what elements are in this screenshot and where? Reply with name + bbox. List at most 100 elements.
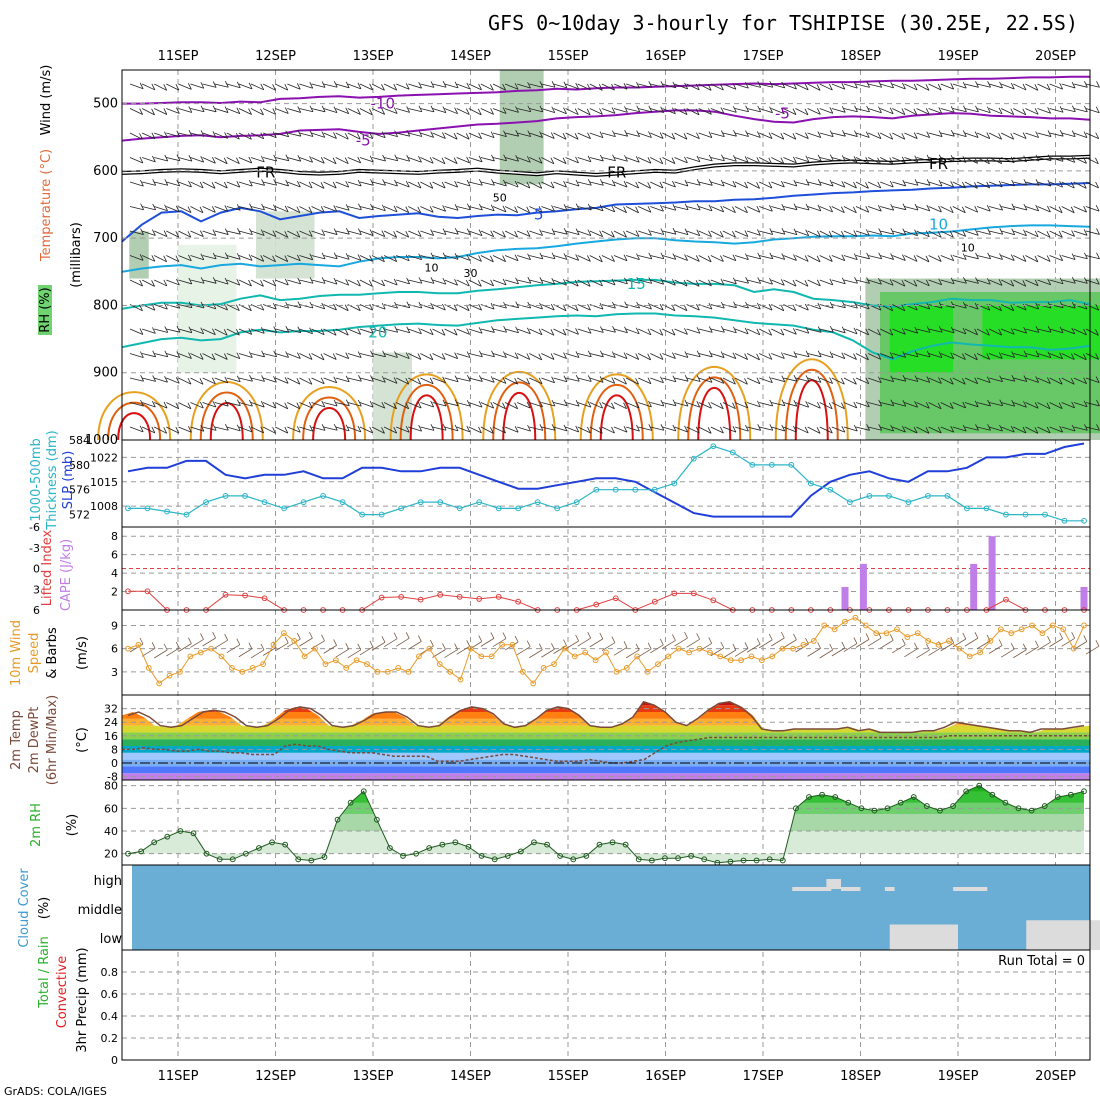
wind-speed-line-point: [686, 649, 693, 656]
wind-barb-flag: [841, 155, 846, 162]
wind-barb-flag: [442, 205, 447, 212]
wind-barb-flag: [611, 377, 616, 384]
wind-barb-flag: [478, 255, 482, 262]
wind-barb-flag: [914, 155, 919, 162]
wind-barb-flag: [296, 254, 301, 261]
wind-speed-line-point: [894, 626, 900, 633]
wind-speed-line-point: [800, 641, 807, 648]
wind-barb-flag: [636, 130, 641, 137]
wind-barb-flag: [986, 329, 990, 336]
wind-barb-flag: [200, 301, 205, 309]
wind-barb-flag: [1034, 402, 1039, 409]
contour-label: 10: [961, 241, 975, 254]
wind-barb-flag: [1058, 402, 1063, 409]
wind-barb: [771, 181, 785, 188]
wind-barb-flag: [865, 377, 870, 384]
wind-barb: [589, 181, 604, 186]
wind-barb: [371, 206, 386, 212]
wind-barb: [371, 108, 385, 115]
wind-barb-flag: [140, 179, 144, 187]
wind-barb: [1061, 108, 1076, 113]
wind-barb: [976, 279, 991, 285]
cape-tick: 4: [111, 567, 118, 580]
wind-barb-flag: [478, 132, 482, 139]
wind-barb: [432, 377, 446, 384]
wind10-barb-flag: [635, 643, 640, 651]
wind-barb: [650, 255, 665, 260]
wind-barb: [1001, 426, 1015, 433]
wind-barb: [928, 402, 942, 410]
wind-barb: [323, 108, 338, 113]
wind-barb-flag: [684, 425, 688, 433]
wind-barb-flag: [441, 329, 446, 336]
rh2m-line-point: [923, 803, 930, 809]
wind10-barb-flag: [914, 642, 918, 650]
contour-label: -10: [371, 95, 396, 113]
wind-barb: [275, 181, 289, 187]
wind-barb: [166, 132, 180, 138]
wind-barb: [916, 157, 931, 162]
wind-barb: [1025, 353, 1040, 358]
wind-barb-flag: [1059, 155, 1064, 162]
wind-barb-flag: [793, 400, 798, 407]
wind-barb: [359, 353, 374, 358]
rh2m-line-point: [256, 845, 262, 851]
wind-barb: [601, 181, 616, 187]
wind-barb: [141, 108, 155, 116]
wind-barb-flag: [768, 157, 773, 164]
wind-barb: [432, 132, 446, 139]
thickness-line-point: [300, 499, 307, 506]
wind-barb-flag: [477, 280, 482, 287]
wind-barb-flag: [865, 206, 870, 213]
wind10-barb: [371, 641, 386, 651]
surface-temp-lobe: [107, 401, 162, 441]
wind-barb-flag: [551, 228, 556, 235]
wind-barb-flag: [164, 154, 169, 162]
wind-barb: [383, 108, 398, 114]
wind-barb-flag: [441, 157, 446, 164]
wind-barb-flag: [708, 230, 712, 237]
wind-barb: [892, 328, 906, 335]
wind-barb: [142, 206, 156, 211]
wind-barb: [311, 230, 325, 236]
wind-barb: [1049, 230, 1063, 238]
wind-barb-flag: [345, 424, 350, 432]
wind-barb: [166, 83, 180, 91]
wind-barb-flag: [865, 328, 870, 336]
wind-barb: [613, 279, 628, 285]
wind-barb-flag: [804, 83, 809, 91]
wind-barb: [722, 181, 737, 188]
wind-barb-flag: [720, 255, 724, 262]
wind-barb-flag: [938, 351, 943, 358]
wind-barb-flag: [502, 278, 507, 286]
wind-barb-flag: [804, 132, 809, 139]
wind-barb: [214, 353, 228, 360]
cape-bar: [988, 536, 996, 610]
wind-barb: [190, 157, 204, 163]
wind-barb: [323, 255, 338, 260]
wind-barb: [771, 353, 785, 359]
thickness-tick: 584: [69, 434, 90, 447]
wind-barb-flag: [733, 277, 737, 285]
wind-barb-flag: [405, 231, 410, 238]
wind-barb: [202, 108, 217, 113]
wind-barb: [420, 279, 435, 284]
wind-barb: [492, 206, 507, 213]
wind-barb: [625, 353, 639, 360]
wind-barb: [783, 279, 797, 287]
wind-barb: [250, 157, 265, 163]
wind-barb-flag: [1059, 82, 1063, 90]
wind-barb-flag: [562, 157, 567, 164]
wind-speed-line-point: [291, 638, 298, 644]
wind-barb-flag: [175, 426, 180, 434]
wind-barb: [190, 230, 204, 237]
wind-barb: [638, 402, 652, 408]
wind-barb: [1013, 206, 1027, 211]
wind-barb: [916, 83, 930, 91]
wind-barb-flag: [950, 352, 955, 359]
wind-barb: [819, 83, 833, 91]
wind-barb: [771, 230, 786, 235]
wind-barb-flag: [223, 157, 228, 164]
wind-barb-flag: [526, 378, 531, 385]
